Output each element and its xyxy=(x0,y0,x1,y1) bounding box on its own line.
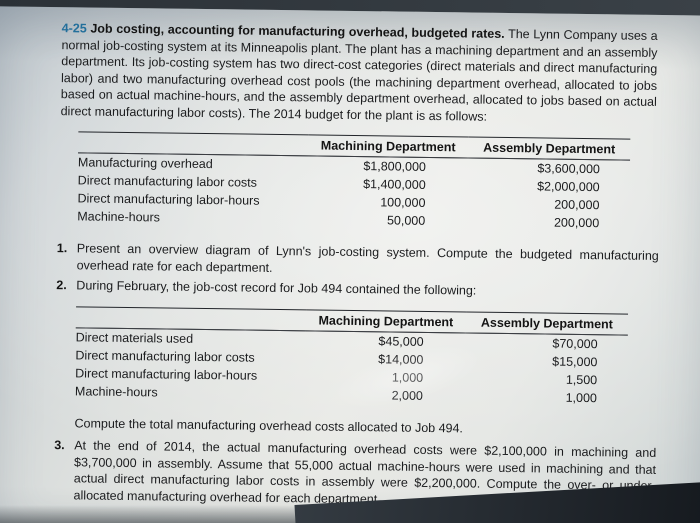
job-494-table: Machining Department Assembly Department… xyxy=(74,306,629,407)
requirement-item-3: 3. At the end of 2014, the actual manufa… xyxy=(54,437,657,511)
column-header-assembly: Assembly Department xyxy=(465,311,629,335)
requirement-item-2: 2. During February, the job-cost record … xyxy=(56,277,658,301)
requirement-text: Present an overview diagram of Lynn's jo… xyxy=(76,241,659,275)
machining-value: $1,800,000 xyxy=(363,159,427,174)
assembly-value: 200,000 xyxy=(553,215,600,231)
requirement-number: 1. xyxy=(56,241,68,256)
machining-value: $14,000 xyxy=(378,351,424,367)
assembly-value: $15,000 xyxy=(552,354,598,369)
column-header-machining: Machining Department xyxy=(308,134,469,158)
problem-4-25: 4-25 Job costing, accounting for manufac… xyxy=(54,20,662,511)
assembly-value: 200,000 xyxy=(554,197,600,213)
assembly-value: 1,000 xyxy=(565,390,598,405)
intro-paragraph: 4-25 Job costing, accounting for manufac… xyxy=(61,20,658,127)
machining-value: $1,400,000 xyxy=(363,177,426,192)
problem-number: 4-25 xyxy=(61,21,87,36)
assembly-value: $2,000,000 xyxy=(537,179,600,195)
textbook-page: 4-25 Job costing, accounting for manufac… xyxy=(0,6,700,523)
empty-header-cell xyxy=(78,131,309,156)
requirement-2-footer: Compute the total manufacturing overhead… xyxy=(74,415,464,435)
machining-value: $45,000 xyxy=(378,333,424,349)
requirements-list: 1. Present an overview diagram of Lynn's… xyxy=(56,240,659,301)
assembly-value: 1,500 xyxy=(565,372,598,387)
intro-text: The Lynn Company uses a normal job-costi… xyxy=(60,26,658,124)
empty-header-cell xyxy=(75,306,307,331)
requirement-item-1: 1. Present an overview diagram of Lynn's… xyxy=(57,240,659,281)
budget-table: Machining Department Assembly Department… xyxy=(77,131,631,232)
column-header-assembly: Assembly Department xyxy=(468,136,631,161)
machining-value: 2,000 xyxy=(391,387,424,403)
machining-value: 1,000 xyxy=(391,369,424,385)
requirement-text: During February, the job-cost record for… xyxy=(76,278,477,298)
assembly-value: $3,600,000 xyxy=(537,161,601,177)
requirement-number: 2. xyxy=(56,278,67,293)
column-header-machining: Machining Department xyxy=(305,309,467,333)
machining-value: 50,000 xyxy=(386,213,426,228)
row-label: Machine-hours xyxy=(77,209,161,225)
machining-value: 100,000 xyxy=(380,195,426,210)
assembly-value: $70,000 xyxy=(552,336,598,351)
row-label: Machine-hours xyxy=(74,383,158,399)
requirement-text: At the end of 2014, the actual manufactu… xyxy=(73,438,657,506)
requirement-number: 3. xyxy=(54,438,65,453)
